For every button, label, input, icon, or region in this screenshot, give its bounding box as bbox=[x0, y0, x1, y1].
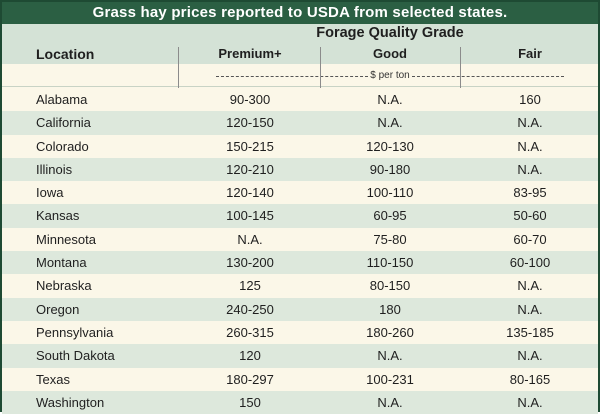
good-price-cell: 180 bbox=[379, 301, 401, 317]
fair-price-cell: 50-60 bbox=[513, 208, 547, 224]
good-price-cell: N.A. bbox=[377, 348, 403, 364]
fair-price-cell: 135-185 bbox=[506, 324, 554, 340]
premium-price-cell: 120-210 bbox=[226, 161, 274, 177]
fair-price-cell: N.A. bbox=[517, 138, 543, 154]
units-note: $ per ton bbox=[216, 69, 564, 83]
table-row: Nebraska 125 80-150 N.A. bbox=[2, 274, 598, 298]
location-cell: Kansas bbox=[36, 208, 80, 224]
fair-price-cell: N.A. bbox=[517, 115, 543, 131]
units-label: $ per ton bbox=[370, 70, 410, 81]
table-row: Texas 180-297 100-231 80-165 bbox=[2, 367, 598, 391]
table-title: Grass hay prices reported to USDA from s… bbox=[2, 2, 598, 24]
premium-price-cell: 130-200 bbox=[226, 255, 274, 271]
good-price-cell: 75-80 bbox=[373, 231, 407, 247]
premium-price-cell: 90-300 bbox=[229, 92, 271, 107]
premium-price-cell: 120 bbox=[239, 348, 261, 364]
location-cell: Alabama bbox=[36, 92, 88, 107]
good-price-cell: 110-150 bbox=[366, 255, 414, 271]
premium-price-cell: N.A. bbox=[237, 231, 263, 247]
fair-column-header: Fair bbox=[518, 46, 542, 61]
location-cell: Colorado bbox=[36, 138, 89, 154]
fair-price-cell: 160 bbox=[519, 92, 541, 107]
location-cell: South Dakota bbox=[36, 348, 115, 364]
units-dash-right bbox=[411, 76, 564, 77]
premium-price-cell: 180-297 bbox=[226, 371, 274, 387]
premium-column-header: Premium+ bbox=[218, 46, 282, 61]
location-cell: Washington bbox=[36, 394, 105, 410]
good-price-cell: N.A. bbox=[377, 115, 403, 131]
units-row: $ per ton bbox=[2, 64, 598, 87]
premium-price-cell: 120-150 bbox=[226, 115, 274, 131]
table-body: Alabama 90-300 N.A. 160 California 120-150 N.A… bbox=[2, 88, 598, 414]
location-cell: Pennsylvania bbox=[36, 324, 114, 340]
good-column-header: Good bbox=[373, 46, 407, 61]
location-cell: Nebraska bbox=[36, 278, 92, 294]
good-price-cell: 60-95 bbox=[373, 208, 407, 224]
premium-price-cell: 240-250 bbox=[226, 301, 274, 317]
location-cell: California bbox=[36, 115, 91, 131]
good-price-cell: 180-260 bbox=[366, 324, 414, 340]
good-price-cell: 100-110 bbox=[366, 185, 414, 201]
premium-price-cell: 125 bbox=[239, 278, 261, 294]
fair-price-cell: 60-100 bbox=[509, 255, 551, 271]
location-cell: Oregon bbox=[36, 301, 80, 317]
table-row: Pennsylvania 260-315 180-260 135-185 bbox=[2, 320, 598, 345]
grade-group-header: Forage Quality Grade bbox=[316, 25, 464, 41]
fair-price-cell: N.A. bbox=[517, 278, 543, 294]
premium-price-cell: 260-315 bbox=[226, 324, 274, 340]
good-price-cell: 120-130 bbox=[366, 138, 414, 154]
location-cell: Minnesota bbox=[36, 231, 96, 247]
table-row: Oregon 240-250 180 N.A. bbox=[2, 297, 598, 321]
table-row: Iowa 120-140 100-110 83-95 bbox=[2, 181, 598, 205]
location-cell: Iowa bbox=[36, 185, 64, 201]
good-price-cell: 100-231 bbox=[366, 371, 414, 387]
location-column-header: Location bbox=[36, 46, 95, 62]
table-row: Kansas 100-145 60-95 50-60 bbox=[2, 204, 598, 228]
units-dash-left bbox=[216, 76, 369, 77]
table-row: Washington 150 N.A. N.A. bbox=[2, 390, 598, 414]
fair-price-cell: N.A. bbox=[517, 161, 543, 177]
table-row: Montana 130-200 110-150 60-100 bbox=[2, 251, 598, 275]
table-row: Alabama 90-300 N.A. 160 bbox=[2, 88, 598, 112]
fair-price-cell: N.A. bbox=[517, 348, 543, 364]
fair-price-cell: N.A. bbox=[517, 394, 543, 410]
table-row: South Dakota 120 N.A. N.A. bbox=[2, 344, 598, 368]
good-price-cell: N.A. bbox=[377, 92, 403, 107]
premium-price-cell: 150-215 bbox=[226, 138, 274, 154]
table-row: Minnesota N.A. 75-80 60-70 bbox=[2, 227, 598, 252]
good-price-cell: 80-150 bbox=[369, 278, 411, 294]
good-price-cell: N.A. bbox=[377, 394, 403, 410]
fair-price-cell: 83-95 bbox=[513, 185, 547, 201]
location-cell: Texas bbox=[36, 371, 70, 387]
location-cell: Illinois bbox=[36, 161, 73, 177]
premium-price-cell: 100-145 bbox=[226, 208, 274, 224]
table-header: Location Forage Quality Grade Premium+ G… bbox=[2, 24, 598, 64]
table-row: Illinois 120-210 90-180 N.A. bbox=[2, 157, 598, 182]
fair-price-cell: 60-70 bbox=[513, 231, 547, 247]
table-row: Colorado 150-215 120-130 N.A. bbox=[2, 134, 598, 158]
good-price-cell: 90-180 bbox=[369, 161, 411, 177]
fair-price-cell: N.A. bbox=[517, 301, 543, 317]
fair-price-cell: 80-165 bbox=[509, 371, 551, 387]
premium-price-cell: 150 bbox=[239, 394, 261, 410]
location-cell: Montana bbox=[36, 255, 87, 271]
table-row: California 120-150 N.A. N.A. bbox=[2, 111, 598, 135]
premium-price-cell: 120-140 bbox=[226, 185, 274, 201]
